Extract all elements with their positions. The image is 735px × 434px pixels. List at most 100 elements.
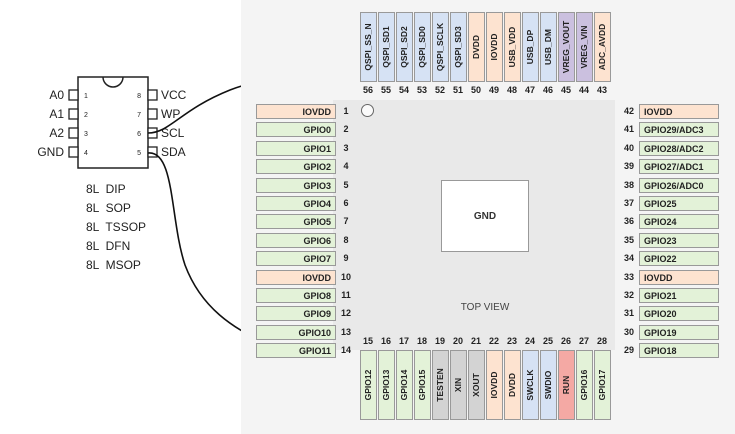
- right-pin-number: 33: [623, 271, 634, 282]
- top-pin-name: QSPI_SD3: [453, 26, 463, 68]
- eeprom-pin-number: 4: [84, 150, 88, 157]
- eeprom-package-type: 8L TSSOP: [86, 220, 146, 234]
- top-pin-number: 44: [578, 85, 589, 95]
- bottom-pin-label: GPIO17: [593, 350, 611, 420]
- bottom-pin-name: GPIO17: [597, 369, 607, 401]
- right-pin-number: 31: [623, 308, 634, 319]
- eeprom-pin-name: A1: [49, 107, 64, 121]
- top-pin-name: ADC_AVDD: [597, 23, 607, 71]
- right-pin-label: GPIO21: [639, 288, 719, 303]
- top-pin-label: USB_DP: [521, 12, 539, 82]
- right-pin-label: GPIO18: [639, 343, 719, 359]
- eeprom-pin-lead: [68, 89, 79, 101]
- right-pin-label: GPIO27/ADC1: [639, 159, 719, 175]
- eeprom-package-type: 8L DFN: [86, 239, 130, 253]
- bottom-pin-name: GPIO12: [363, 369, 373, 401]
- left-pin-label: GPIO9: [256, 306, 336, 322]
- top-pin-number: 50: [470, 85, 481, 95]
- eeprom-pin-number: 3: [84, 131, 88, 138]
- eeprom-pin-lead: [68, 108, 79, 120]
- left-pin-label: GPIO5: [256, 214, 336, 230]
- bottom-pin-name: XOUT: [471, 373, 481, 397]
- right-pin-label: GPIO29/ADC3: [639, 122, 719, 138]
- left-pin-number: 11: [341, 290, 351, 300]
- top-pin-label: QSPI_SD2: [395, 12, 413, 82]
- pin1-marker: [361, 104, 374, 117]
- eeprom-pin-name: SCL: [161, 126, 185, 140]
- bottom-pin-number: 27: [578, 336, 589, 346]
- bottom-pin-number: 23: [506, 336, 517, 346]
- bottom-pin-number: 15: [362, 336, 373, 346]
- top-pin-number: 48: [506, 85, 517, 95]
- right-pin-label: GPIO23: [639, 232, 719, 248]
- top-pin-name: QSPI_SCLK: [435, 22, 445, 72]
- gnd-pad-label: GND: [473, 210, 497, 222]
- top-pin-label: QSPI_SD1: [377, 12, 395, 82]
- right-pin-number: 29: [623, 345, 634, 356]
- bottom-pin-number: 18: [416, 336, 427, 346]
- bottom-pin-name: IOVDD: [489, 371, 499, 399]
- gnd-pad: [441, 180, 529, 252]
- left-pin-label: GPIO7: [256, 251, 336, 267]
- bottom-pin-name: GPIO14: [399, 369, 409, 401]
- right-pin-number: 39: [623, 161, 634, 172]
- eeprom-pin-name: A2: [49, 126, 64, 140]
- left-pin-label: GPIO10: [256, 324, 336, 340]
- bottom-pin-label: GPIO14: [395, 350, 413, 420]
- eeprom-pin-name: A0: [49, 88, 64, 102]
- eeprom-pin-number: 2: [84, 112, 88, 119]
- top-pin-number: 49: [488, 85, 499, 95]
- left-pin-label: GPIO2: [256, 159, 336, 175]
- bottom-pin-number: 20: [452, 336, 463, 346]
- bottom-pin-label: XIN: [449, 350, 467, 420]
- right-pin-label: GPIO22: [639, 251, 719, 267]
- eeprom-pin-number: 6: [137, 131, 141, 138]
- top-pin-number: 54: [398, 85, 409, 95]
- top-pin-name: QSPI_SD2: [399, 26, 409, 68]
- bottom-pin-number: 19: [434, 336, 445, 346]
- eeprom-pin-number: 8: [137, 93, 141, 100]
- eeprom-notch: [102, 76, 124, 88]
- left-pin-number: 3: [343, 142, 349, 153]
- bottom-pin-name: GPIO15: [417, 369, 427, 401]
- top-pin-number: 53: [416, 85, 427, 95]
- left-pin-number: 8: [343, 234, 349, 245]
- top-pin-number: 52: [434, 85, 445, 95]
- scl-wire: [147, 85, 241, 134]
- bottom-pin-number: 26: [560, 336, 571, 346]
- top-pin-name: QSPI_SD0: [417, 26, 427, 68]
- bottom-pin-label: XOUT: [467, 350, 485, 420]
- left-pin-label: GPIO0: [256, 122, 336, 138]
- left-pin-label: GPIO4: [256, 196, 336, 211]
- top-pin-label: USB_DM: [539, 12, 557, 82]
- bottom-pin-name: RUN: [561, 375, 571, 395]
- eeprom-pin-number: 1: [84, 93, 88, 100]
- left-pin-number: 13: [340, 326, 351, 337]
- left-pin-label: GPIO1: [256, 140, 336, 156]
- right-pin-label: GPIO25: [639, 196, 719, 211]
- top-pin-name: USB_DP: [525, 29, 535, 65]
- top-pin-label: QSPI_SD3: [449, 12, 467, 82]
- eeprom-pin-name: VCC: [161, 88, 187, 102]
- bottom-pin-number: 25: [542, 336, 553, 346]
- top-pin-label: DVDD: [467, 12, 485, 82]
- left-pin-number: 7: [343, 216, 349, 227]
- eeprom-pin-lead: [147, 108, 158, 120]
- right-pin-number: 34: [623, 253, 634, 264]
- top-pin-label: VREG_VIN: [575, 12, 593, 82]
- bottom-pin-label: GPIO15: [413, 350, 431, 420]
- bottom-pin-name: DVDD: [507, 372, 517, 398]
- bottom-pin-label: SWDIO: [539, 350, 557, 420]
- bottom-pin-name: GPIO13: [381, 369, 391, 401]
- bottom-pin-label: GPIO13: [377, 350, 395, 420]
- eeprom-package-list: 8L DIP 8L SOP 8L TSSOP 8L DFN 8L MSOP: [86, 182, 146, 272]
- right-pin-label: IOVDD: [639, 104, 719, 119]
- top-pin-label: ADC_AVDD: [593, 12, 611, 82]
- top-pin-number: 45: [560, 85, 571, 95]
- eeprom-pin-lead: [68, 127, 79, 139]
- top-pin-label: QSPI_SCLK: [431, 12, 449, 82]
- bottom-pin-name: SWDIO: [543, 370, 553, 400]
- right-pin-label: GPIO19: [639, 324, 719, 340]
- top-pin-number: 51: [452, 85, 463, 95]
